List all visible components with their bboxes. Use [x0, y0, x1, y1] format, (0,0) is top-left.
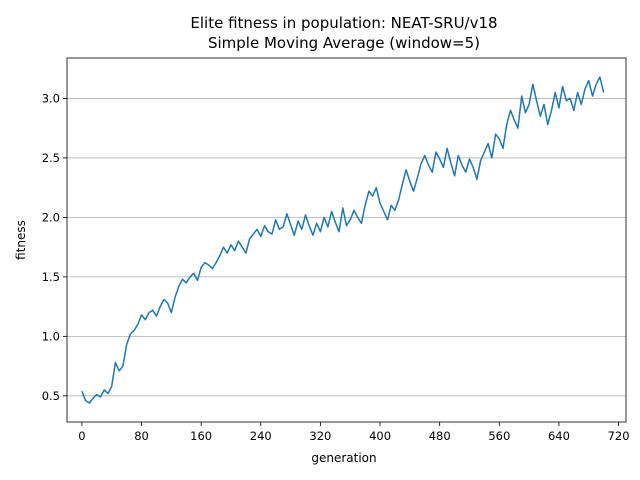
x-tick-label: 0 — [78, 429, 85, 443]
grid-lines — [67, 98, 626, 397]
y-tick-label: 0.5 — [42, 389, 60, 403]
x-axis-ticks: 0 80 160 240 320 400 480 560 640 720 — [78, 422, 630, 443]
x-tick-label: 640 — [548, 429, 570, 443]
plot-area-frame — [66, 57, 627, 423]
series-line — [81, 76, 605, 404]
y-axis-ticks: 0.5 1.0 1.5 2.0 2.5 3.0 — [42, 91, 67, 403]
y-tick-label: 2.0 — [42, 210, 60, 224]
x-axis-label: generation — [311, 451, 376, 465]
x-tick-label: 80 — [134, 429, 149, 443]
x-tick-label: 560 — [488, 429, 510, 443]
x-tick-label: 480 — [429, 429, 451, 443]
y-tick-label: 2.5 — [42, 151, 60, 165]
x-tick-label: 160 — [190, 429, 212, 443]
x-tick-label: 240 — [250, 429, 272, 443]
x-tick-label: 720 — [608, 429, 630, 443]
chart-subtitle: Simple Moving Average (window=5) — [208, 34, 480, 52]
x-tick-label: 320 — [309, 429, 331, 443]
chart-title: Elite fitness in population: NEAT-SRU/v1… — [190, 14, 497, 32]
x-tick-label: 400 — [369, 429, 391, 443]
y-tick-label: 3.0 — [42, 91, 60, 105]
y-tick-label: 1.0 — [42, 329, 60, 343]
y-axis-label: fitness — [14, 220, 28, 260]
y-tick-label: 1.5 — [42, 270, 60, 284]
data-series — [81, 76, 605, 404]
